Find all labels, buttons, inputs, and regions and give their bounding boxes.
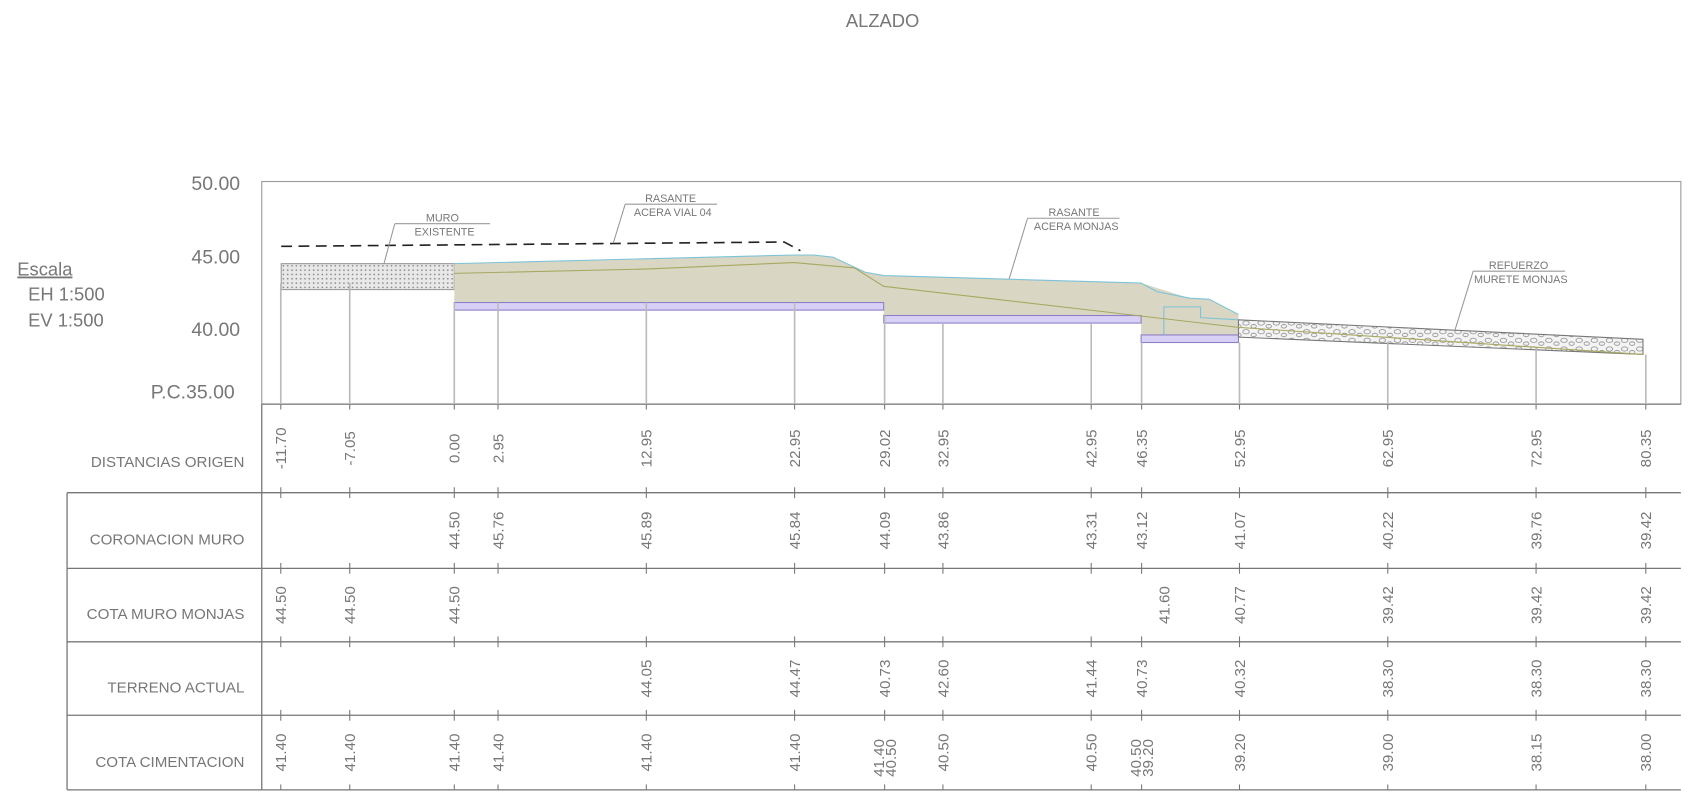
cell-value: 44.47 — [787, 660, 804, 698]
cell-value: 39.76 — [1528, 512, 1545, 550]
cell-value: 40.32 — [1232, 660, 1249, 698]
cell-value: 39.42 — [1638, 586, 1655, 624]
cell-value: 39.20 — [1232, 734, 1249, 772]
cell-value: 41.44 — [1084, 660, 1101, 698]
title: ALZADO — [846, 10, 920, 31]
cell-value: 12.95 — [639, 429, 656, 467]
dashed-line — [281, 241, 801, 252]
cell-value: 44.50 — [273, 586, 290, 624]
annotation: RASANTE — [1049, 207, 1100, 219]
cell-value: 38.30 — [1638, 660, 1655, 698]
cell-value: 38.30 — [1528, 660, 1545, 698]
cell-value: 41.07 — [1232, 512, 1249, 550]
cell-value: 44.50 — [447, 586, 464, 624]
terrain-line — [454, 262, 1644, 355]
annotation: EXISTENTE — [415, 227, 475, 239]
cell-value: 62.95 — [1380, 429, 1397, 467]
cell-value: 39.42 — [1380, 586, 1397, 624]
cell-value: -7.05 — [342, 431, 359, 465]
leader — [612, 204, 626, 244]
annotation: MURETE MONJAS — [1474, 274, 1568, 286]
cell-value: 52.95 — [1232, 429, 1249, 467]
cell-value: 40.73 — [877, 660, 894, 698]
profile — [261, 180, 1682, 405]
annotation: REFUERZO — [1489, 260, 1548, 272]
cell-value: 38.00 — [1638, 734, 1655, 772]
cell-value: 44.05 — [639, 660, 656, 698]
cell-value: 43.86 — [935, 512, 952, 550]
scale-label: Escala — [17, 259, 73, 280]
cell-value: 41.40 — [787, 734, 804, 772]
elev-tick: 40.00 — [191, 319, 240, 341]
cell-value: 40.50 — [935, 734, 952, 772]
annotation: RASANTE — [645, 193, 696, 205]
row-label: COTA CIMENTACION — [95, 754, 244, 771]
cell-value: 39.42 — [1638, 512, 1655, 550]
cell-value: 45.89 — [639, 512, 656, 550]
scale-ev: EV 1:500 — [28, 309, 104, 330]
leader — [1454, 271, 1474, 331]
cell-value: 44.50 — [342, 586, 359, 624]
cell-value: 40.50 — [1128, 739, 1145, 777]
cell-value: 43.31 — [1084, 512, 1101, 550]
annotation: ACERA VIAL 04 — [634, 207, 712, 219]
cell-value: 45.84 — [787, 512, 804, 550]
row-label: TERRENO ACTUAL — [107, 680, 244, 697]
cell-value: 41.40 — [273, 734, 290, 772]
cell-value: 41.40 — [871, 739, 888, 777]
leader — [383, 223, 396, 264]
cell-value: 40.50 — [883, 739, 900, 777]
scale-eh: EH 1:500 — [28, 283, 105, 304]
table-lines — [66, 403, 1681, 791]
row-label: COTA MURO MONJAS — [87, 606, 245, 623]
annotation: ACERA MONJAS — [1034, 221, 1119, 233]
wall-outline — [1163, 306, 1239, 335]
cell-value: 72.95 — [1528, 429, 1545, 467]
cell-value: 40.73 — [1134, 660, 1151, 698]
footing — [1140, 334, 1240, 344]
annotation: MURO — [426, 213, 459, 225]
cell-value: 38.15 — [1528, 734, 1545, 772]
row-label: CORONACION MURO — [90, 532, 245, 549]
footing — [883, 314, 1142, 324]
cell-value: 39.20 — [1140, 739, 1157, 777]
reinforcement — [1237, 319, 1644, 355]
cell-value: 29.02 — [877, 429, 894, 467]
elev-tick: 45.00 — [191, 247, 240, 269]
footing — [453, 301, 885, 311]
cell-value: 43.12 — [1134, 512, 1151, 550]
leader — [1008, 218, 1029, 279]
cell-value: 2.95 — [490, 434, 507, 463]
cell-value: 46.35 — [1134, 429, 1151, 467]
row-label: DISTANCIAS ORIGEN — [91, 454, 245, 471]
cell-value: 80.35 — [1638, 429, 1655, 467]
cell-value: 42.60 — [935, 660, 952, 698]
cell-value: 40.77 — [1232, 586, 1249, 624]
cell-value: 0.00 — [447, 434, 464, 463]
existing-wall — [280, 263, 455, 291]
cell-value: 45.76 — [490, 512, 507, 550]
cell-value: 41.40 — [447, 734, 464, 772]
cell-value: 38.30 — [1380, 660, 1397, 698]
cell-value: 41.40 — [342, 734, 359, 772]
elev-tick: 50.00 — [191, 173, 240, 195]
cell-value: 41.60 — [1157, 586, 1174, 624]
cell-value: 32.95 — [935, 429, 952, 467]
crown-line — [454, 254, 1239, 315]
cell-value: 44.50 — [447, 512, 464, 550]
cell-value: 39.00 — [1380, 734, 1397, 772]
cell-value: 22.95 — [787, 429, 804, 467]
cell-value: 42.95 — [1084, 429, 1101, 467]
cell-value: -11.70 — [273, 428, 290, 470]
datum: P.C.35.00 — [151, 382, 235, 404]
cell-value: 40.50 — [1084, 734, 1101, 772]
cell-value: 44.09 — [877, 512, 894, 550]
cell-value: 41.40 — [490, 734, 507, 772]
cell-value: 39.42 — [1528, 586, 1545, 624]
cell-value: 41.40 — [639, 734, 656, 772]
cell-value: 40.22 — [1380, 512, 1397, 550]
